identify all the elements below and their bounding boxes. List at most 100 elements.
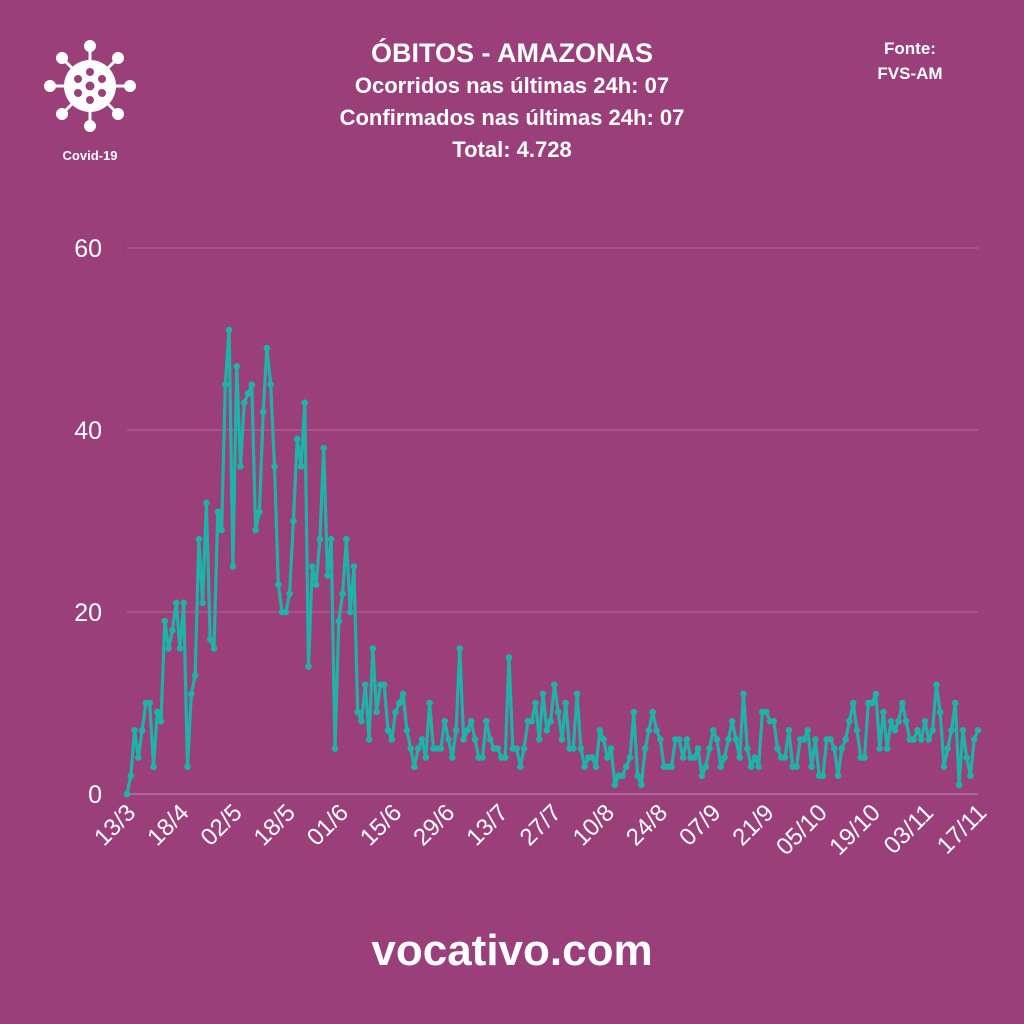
data-point <box>384 727 392 734</box>
data-point <box>880 708 887 716</box>
data-point <box>539 690 547 698</box>
data-point <box>244 390 252 397</box>
data-point <box>876 745 883 752</box>
data-point <box>297 463 305 470</box>
data-point <box>346 608 354 616</box>
data-point <box>770 717 778 725</box>
data-point <box>199 599 206 607</box>
deaths-last-24h: Ocorridos nas últimas 24h: 07 <box>354 73 670 98</box>
data-point <box>967 772 974 780</box>
data-point <box>157 717 165 725</box>
data-point <box>210 645 218 652</box>
data-point <box>577 745 585 752</box>
data-point <box>963 754 970 761</box>
data-point <box>403 727 411 734</box>
data-point <box>902 717 910 725</box>
data-point <box>150 763 157 770</box>
data-point <box>528 717 535 725</box>
series-line <box>125 328 980 795</box>
data-point <box>320 444 328 452</box>
data-point <box>520 745 528 752</box>
data-point <box>237 463 244 470</box>
data-point <box>755 763 762 770</box>
data-point <box>781 754 789 761</box>
x-tick-label: 10/8 <box>568 799 620 851</box>
data-point <box>948 727 955 734</box>
data-point <box>513 745 520 752</box>
data-point <box>706 745 713 752</box>
data-point <box>974 727 982 734</box>
x-tick-label: 29/6 <box>408 799 460 851</box>
data-point <box>562 699 569 707</box>
data-point <box>588 754 596 761</box>
data-point <box>804 727 812 734</box>
data-point <box>407 745 415 752</box>
data-point <box>921 717 929 725</box>
y-tick-label: 40 <box>74 417 102 445</box>
data-point <box>728 717 736 725</box>
data-point <box>709 727 717 734</box>
data-point <box>600 736 607 743</box>
data-point <box>638 781 645 789</box>
data-point <box>732 736 740 743</box>
data-point <box>619 772 626 780</box>
data-point <box>373 708 380 716</box>
data-point <box>717 763 725 770</box>
data-point <box>131 727 138 734</box>
data-point <box>895 717 902 725</box>
data-point <box>668 763 675 770</box>
data-point <box>154 708 161 716</box>
data-point <box>517 763 524 770</box>
data-point <box>146 699 153 707</box>
data-point <box>691 754 698 761</box>
data-point <box>842 736 849 743</box>
data-point <box>312 581 320 588</box>
data-point <box>445 736 452 743</box>
covid-logo: Covid-19 <box>40 40 140 163</box>
data-point <box>634 772 641 780</box>
data-point <box>414 745 422 752</box>
data-point <box>399 690 407 698</box>
data-point <box>418 736 426 743</box>
data-point <box>180 599 187 607</box>
data-point <box>138 727 146 734</box>
data-point <box>422 754 430 761</box>
x-tick-label: 07/9 <box>674 799 726 851</box>
source-label: Fonte: <box>884 39 936 58</box>
data-point <box>229 563 237 570</box>
data-point <box>702 763 709 770</box>
confirmed-last-24h: Confirmados nas últimas 24h: 07 <box>339 105 685 130</box>
data-point <box>936 708 944 716</box>
data-point <box>494 745 502 752</box>
x-tick-label: 18/5 <box>249 799 301 851</box>
data-point <box>479 754 486 761</box>
data-point <box>467 717 475 725</box>
data-point <box>604 754 611 761</box>
data-point <box>910 736 917 743</box>
data-point <box>940 763 948 770</box>
data-point <box>411 763 418 770</box>
data-point <box>838 745 846 752</box>
data-point <box>558 736 566 743</box>
data-point <box>536 736 543 743</box>
data-point <box>952 699 959 707</box>
data-point <box>626 754 634 761</box>
x-tick-label: 18/4 <box>142 799 194 851</box>
data-point <box>762 708 770 716</box>
data-point <box>641 745 649 752</box>
data-point <box>653 727 660 734</box>
data-point <box>713 736 721 743</box>
data-point <box>218 526 225 534</box>
y-axis-ticks: 0 20 40 60 <box>74 235 102 809</box>
data-point <box>271 463 278 470</box>
data-point <box>214 508 222 516</box>
data-point <box>725 736 732 743</box>
data-point <box>350 563 358 570</box>
source-name: FVS-AM <box>877 64 943 83</box>
data-point <box>123 790 131 798</box>
data-point <box>290 517 297 525</box>
data-point <box>554 708 562 716</box>
data-point <box>645 727 653 734</box>
data-point <box>623 763 630 770</box>
data-point <box>812 736 819 743</box>
